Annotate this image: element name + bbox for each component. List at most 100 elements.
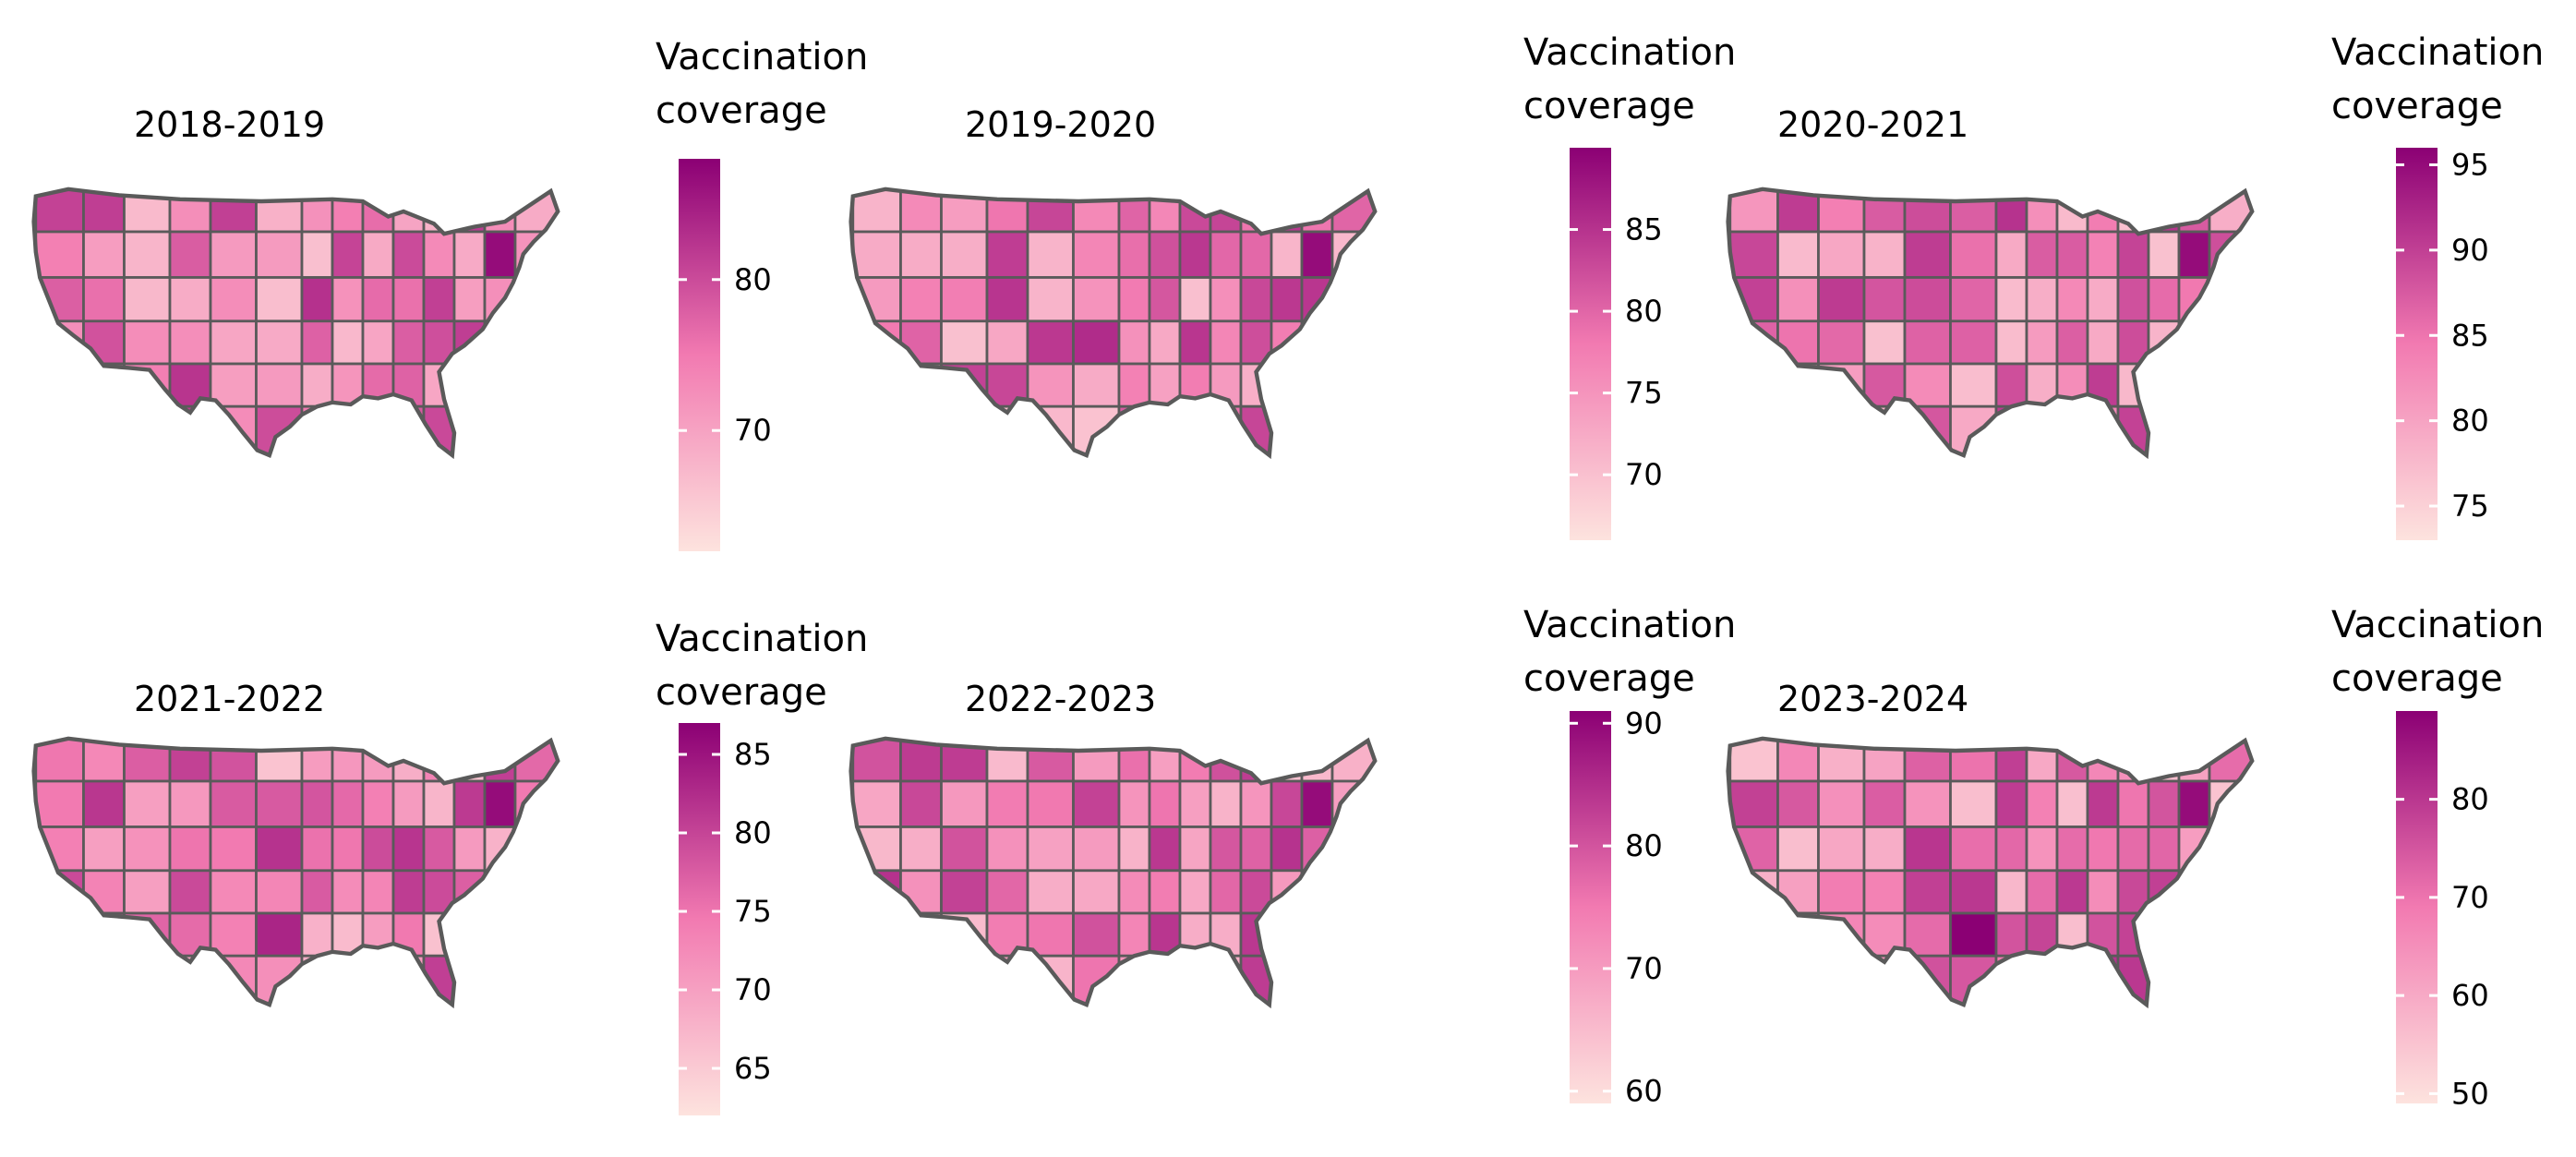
state-region xyxy=(1728,869,1779,915)
state-region xyxy=(940,779,989,828)
state-region xyxy=(1903,779,1952,828)
state-region xyxy=(331,362,365,408)
colorbar xyxy=(1570,148,1611,540)
state-region xyxy=(1148,188,1182,234)
state-region xyxy=(452,826,487,873)
state-region xyxy=(422,738,456,783)
state-region xyxy=(2025,230,2059,279)
state-region xyxy=(1817,779,1866,828)
state-region xyxy=(168,319,212,366)
state-region xyxy=(331,779,365,828)
state-region xyxy=(300,276,334,323)
colorbar xyxy=(2396,148,2438,540)
state-region xyxy=(851,404,902,456)
state-region xyxy=(2116,230,2150,279)
panel-title: 2019-2020 xyxy=(965,104,1156,145)
state-region xyxy=(1072,230,1121,279)
state-region xyxy=(1776,362,1820,408)
state-region xyxy=(82,362,126,408)
state-region xyxy=(899,230,943,279)
state-region xyxy=(1117,738,1151,783)
state-region xyxy=(851,362,902,408)
state-region xyxy=(2147,826,2181,873)
state-region xyxy=(1903,869,1952,915)
colorbar-tick-label: 80 xyxy=(2451,404,2489,439)
state-region xyxy=(2177,319,2211,366)
state-region xyxy=(2116,779,2150,828)
state-region xyxy=(168,188,212,234)
state-region xyxy=(1178,276,1212,323)
state-region xyxy=(1072,911,1121,958)
state-region xyxy=(1026,738,1075,783)
state-region xyxy=(2025,319,2059,366)
state-region xyxy=(2208,826,2253,873)
state-region xyxy=(1026,319,1075,366)
state-region xyxy=(452,276,487,323)
state-region xyxy=(452,230,487,279)
colorbar-tick-label: 70 xyxy=(2451,880,2489,915)
state-region xyxy=(168,779,212,828)
state-region xyxy=(209,276,258,323)
state-region xyxy=(940,188,989,234)
state-region xyxy=(483,869,517,915)
state-region xyxy=(1117,826,1151,873)
state-region xyxy=(1117,319,1151,366)
colorbar-tick-label: 80 xyxy=(2451,782,2489,817)
state-region xyxy=(1072,404,1121,456)
state-region xyxy=(2208,319,2253,366)
state-region xyxy=(899,404,943,456)
state-region xyxy=(1817,826,1866,873)
state-region xyxy=(209,826,258,873)
state-region xyxy=(1148,869,1182,915)
state-region xyxy=(1026,230,1075,279)
state-region xyxy=(1776,404,1820,456)
state-region xyxy=(255,738,304,783)
us-outline xyxy=(1726,736,2255,1009)
state-region xyxy=(2177,911,2211,958)
state-region xyxy=(1862,319,1907,366)
state-region xyxy=(1776,230,1820,279)
state-region xyxy=(1072,779,1121,828)
state-region xyxy=(1949,738,1998,783)
state-region xyxy=(209,404,258,456)
state-region xyxy=(2147,911,2181,958)
state-region xyxy=(361,779,395,828)
state-region xyxy=(1994,319,2028,366)
colorbar-tick-label: 75 xyxy=(2451,488,2489,524)
state-region xyxy=(1330,319,1376,366)
state-region xyxy=(1072,738,1121,783)
legend-title-line1: Vaccination xyxy=(1523,604,1736,646)
state-region xyxy=(851,230,902,279)
state-region xyxy=(1117,869,1151,915)
state-region xyxy=(34,954,85,1006)
colorbar-tick-label: 75 xyxy=(1625,376,1663,411)
state-region xyxy=(1728,319,1779,366)
state-region xyxy=(513,869,559,915)
state-region xyxy=(123,230,172,279)
state-region xyxy=(1949,188,1998,234)
state-region xyxy=(940,738,989,783)
state-region xyxy=(1817,954,1866,1006)
state-region xyxy=(1300,230,1334,279)
state-region xyxy=(899,954,943,1006)
state-region xyxy=(1949,404,1998,456)
state-region xyxy=(2116,188,2150,234)
state-region xyxy=(1903,230,1952,279)
state-region xyxy=(2177,779,2211,828)
colorbar xyxy=(679,159,720,551)
state-region xyxy=(1862,188,1907,234)
state-region xyxy=(2147,779,2181,828)
state-region xyxy=(1817,869,1866,915)
state-region xyxy=(1994,188,2028,234)
state-region xyxy=(255,362,304,408)
state-region xyxy=(1903,738,1952,783)
state-region xyxy=(209,188,258,234)
state-region xyxy=(2147,230,2181,279)
state-region xyxy=(2177,230,2211,279)
colorbar xyxy=(1570,711,1611,1103)
state-region xyxy=(1026,826,1075,873)
state-region xyxy=(899,276,943,323)
state-region xyxy=(391,230,426,279)
state-region xyxy=(2086,188,2120,234)
state-region xyxy=(1949,362,1998,408)
